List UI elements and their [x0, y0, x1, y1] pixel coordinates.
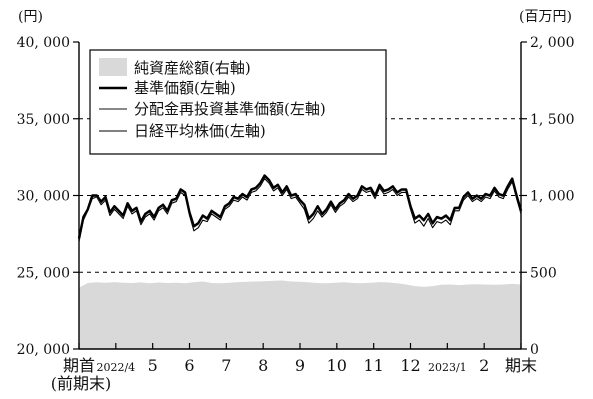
left-tick-label: 25, 000 [17, 265, 70, 281]
x-tick-label: 9 [295, 356, 305, 375]
x-tick-label: 6 [184, 356, 194, 375]
right-tick-label: 500 [530, 265, 557, 281]
x-tick-label: 期首 [63, 356, 95, 375]
nikkei-line [78, 178, 522, 242]
left-tick-label: 20, 000 [17, 342, 70, 358]
x-tick-label: 5 [148, 356, 158, 375]
x-tick-label: 10 [327, 356, 347, 375]
x-tick-label: 8 [258, 356, 268, 375]
x-tick-label: 11 [364, 356, 384, 375]
x-tick-label: 2 [479, 356, 489, 375]
x-tick-label: 7 [221, 356, 231, 375]
net-assets-area [79, 280, 521, 349]
legend-box [89, 49, 387, 155]
legend-label-nikkei: 日経平均株価(左軸) [134, 122, 266, 140]
x-tick-label: 12 [400, 356, 420, 375]
right-axis-unit: (百万円) [519, 9, 572, 25]
x-axis-labels: 期首(前期末)2022/4 5 6 7 8 9 10 11 12 2023/1 2 期末 [51, 343, 537, 393]
legend-label-net-assets: 純資産総額(右軸) [134, 59, 251, 77]
x-tick-label: 2022/4 [96, 361, 135, 374]
left-tick-label: 40, 000 [17, 35, 70, 51]
nav-line [77, 174, 523, 239]
right-tick-label: 0 [530, 342, 539, 358]
x-tick-label: 2023/1 [428, 361, 467, 374]
left-axis-ticks: 20, 000 25, 000 30, 000 35, 000 40, 000 [17, 35, 79, 358]
left-tick-label: 30, 000 [17, 189, 70, 205]
left-tick-label: 35, 000 [17, 112, 70, 128]
right-tick-label: 2, 000 [530, 35, 575, 51]
right-axis-ticks: 0 500 1, 000 1, 500 2, 000 [521, 35, 575, 358]
left-axis-unit: (円) [18, 9, 43, 25]
x-tick-sublabel: (前期末) [51, 374, 112, 393]
x-tick-label: 期末 [505, 356, 537, 375]
legend: 純資産総額(右軸) 基準価額(左軸) 分配金再投資基準価額(左軸) 日経平均株価… [89, 49, 387, 155]
series-lines [77, 174, 523, 242]
legend-label-nav: 基準価額(左軸) [134, 79, 236, 97]
net-assets-area-layer [79, 280, 521, 349]
legend-label-reinvested-nav: 分配金再投資基準価額(左軸) [134, 100, 326, 118]
right-tick-label: 1, 000 [530, 189, 575, 205]
legend-swatch-net-assets [99, 58, 127, 76]
right-tick-label: 1, 500 [530, 112, 575, 128]
